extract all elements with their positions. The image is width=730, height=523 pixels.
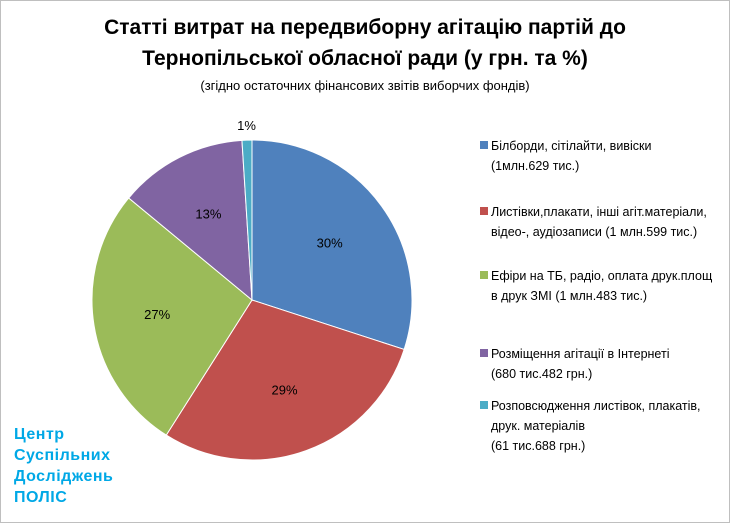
pie-slice-1 [251,139,413,351]
chart-title-line-2: Тернопільської обласної ради (у грн. та … [142,47,588,70]
legend-swatch-2 [480,207,488,215]
legend-swatch-4 [480,349,488,357]
logo-line-2: Суспільних [14,447,111,464]
chart-title: Статті витрат на передвиборну агітацію п… [0,12,730,74]
pie-slice-3 [91,197,253,436]
pie-slice-5 [241,139,253,301]
legend-label-1: Білборди, сітілайти, вивіски (1млн.629 т… [491,139,652,173]
legend-swatch-1 [480,141,488,149]
logo-line-3: Досліджень [14,468,114,485]
pie-slice-4 [128,139,253,302]
pie-label-2: 29% [272,382,298,397]
legend-label-3: Ефіри на ТБ, радіо, оплата друк.площ в д… [491,269,713,303]
pie-label-1: 30% [317,236,343,251]
polis-logo: Центр Суспільних Досліджень ПОЛІС [14,424,113,508]
legend-label-4: Розміщення агітації в Інтернеті (680 тис… [491,347,670,381]
pie-label-5: 1% [237,118,256,133]
pie-label-3: 27% [144,307,170,322]
chart-subtitle: (згідно остаточних фінансових звітів виб… [200,78,530,93]
chart-title-line-1: Статті витрат на передвиборну агітацію п… [104,16,626,39]
legend-label-5: Розповсюдження листівок, плакатів, друк.… [491,399,701,453]
logo-line-1: Центр [14,426,65,443]
pie-label-4: 13% [195,206,221,221]
pie-slice-2 [165,299,405,461]
logo-line-4: ПОЛІС [14,489,68,506]
legend-swatch-3 [480,271,488,279]
legend-swatch-5 [480,401,488,409]
legend-label-2: Листівки,плакати, інші агіт.матеріали, в… [491,205,707,239]
